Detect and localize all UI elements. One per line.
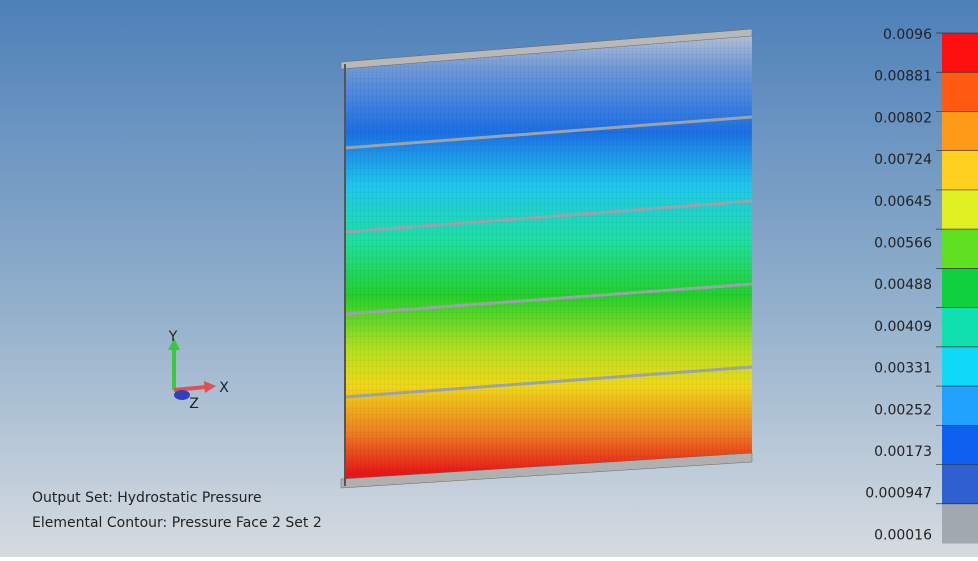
color-band — [942, 72, 978, 112]
color-band — [942, 425, 978, 465]
legend-label: 0.00724 — [874, 152, 932, 168]
color-band — [942, 151, 978, 191]
output-set: Output Set: Hydrostatic Pressure — [32, 490, 262, 506]
color-band — [942, 111, 978, 151]
color-band — [942, 308, 978, 348]
viewport: Y X Z Output Set: Hydrostatic Pressure E… — [0, 0, 978, 557]
legend-label: 0.000947 — [865, 486, 932, 502]
color-band — [942, 229, 978, 269]
triad-label: Y — [168, 329, 178, 345]
color-band — [942, 190, 978, 230]
legend-label: 0.00331 — [874, 361, 932, 377]
legend-label: 0.00881 — [874, 69, 932, 85]
color-band — [942, 33, 978, 73]
contour-info: Elemental Contour: Pressure Face 2 Set 2 — [32, 515, 322, 531]
triad-label: Z — [189, 396, 199, 412]
triad-label: X — [219, 380, 229, 396]
color-band — [942, 386, 978, 426]
legend-label: 0.00488 — [874, 277, 932, 293]
legend-label: 0.00252 — [874, 402, 932, 418]
color-band — [942, 504, 978, 544]
legend-label: 0.00016 — [874, 527, 932, 543]
z-axis-arrow — [174, 390, 190, 400]
color-band — [942, 347, 978, 387]
legend-label: 0.00409 — [874, 319, 932, 335]
legend-label: 0.00173 — [874, 444, 932, 460]
legend-label: 0.00802 — [874, 110, 932, 126]
model — [341, 29, 752, 488]
color-band — [942, 465, 978, 505]
legend-label: 0.0096 — [883, 27, 932, 43]
color-band — [942, 268, 978, 308]
legend-label: 0.00645 — [874, 194, 932, 210]
legend-label: 0.00566 — [874, 236, 932, 252]
